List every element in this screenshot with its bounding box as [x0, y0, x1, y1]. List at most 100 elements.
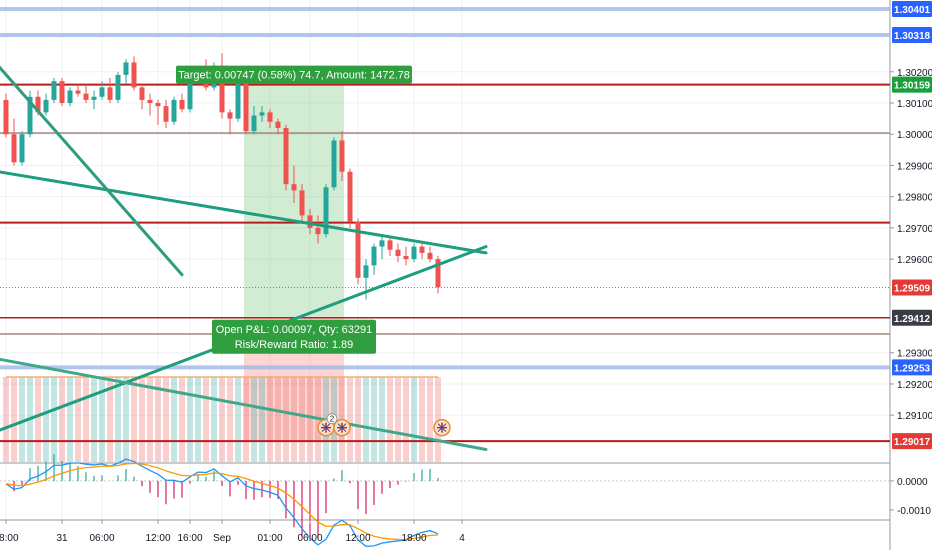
candle-body: [171, 99, 177, 122]
candle: [171, 96, 177, 125]
volume-bar: [187, 377, 193, 462]
position-target-label: Target: 0.00747 (0.58%) 74.7, Amount: 14…: [176, 65, 412, 84]
event-marker[interactable]: 2: [317, 413, 338, 437]
candle-body: [363, 265, 369, 278]
time-tick-label: 06:00: [297, 533, 322, 544]
candle-body: [219, 65, 225, 113]
trend-line[interactable]: [0, 170, 488, 255]
candle: [179, 93, 185, 113]
flag-diag-2: [437, 423, 447, 433]
candle-body: [379, 240, 385, 247]
volume-bar: [363, 377, 369, 462]
volume-bar: [83, 377, 89, 462]
candle: [11, 118, 17, 166]
oscillator-macd-line: [5, 458, 439, 547]
volume-bar: [11, 377, 17, 462]
price-tag[interactable]: 1.29412: [892, 309, 932, 326]
price-tag[interactable]: 1.30318: [892, 26, 932, 43]
candle-body: [3, 99, 9, 135]
candle: [275, 118, 281, 135]
time-axis[interactable]: 18:00 31 06:00 12:00 16:00 Sep 01:00 06:00 12:00…: [0, 520, 465, 544]
price-tag[interactable]: 1.30159: [892, 76, 932, 93]
trend-line[interactable]: [0, 357, 488, 452]
candle: [67, 87, 73, 107]
candle-body: [11, 134, 17, 163]
price-tick-label: 1.30200: [897, 68, 932, 79]
event-count-text: 2: [330, 415, 335, 424]
price-tag[interactable]: 1.30401: [892, 1, 932, 18]
candle: [99, 81, 105, 100]
position-target-label-bg: [176, 65, 412, 84]
price-tag[interactable]: 1.29509: [892, 279, 932, 296]
candle: [323, 184, 329, 238]
flag-diag-2: [321, 423, 331, 433]
candle-body: [251, 115, 257, 132]
volume-bar: [395, 377, 401, 462]
candle: [419, 243, 425, 260]
volume-bar: [355, 377, 361, 462]
candle-body: [155, 103, 161, 107]
volume-bar: [299, 377, 305, 462]
price-tag[interactable]: 1.29253: [892, 359, 932, 376]
candle: [267, 109, 273, 128]
candle: [411, 243, 417, 263]
candle: [59, 78, 65, 107]
candle-body: [27, 96, 33, 135]
event-marker[interactable]: [333, 418, 351, 437]
time-tick-label: 12:00: [145, 533, 170, 544]
price-tag-bg: [892, 359, 932, 376]
volume-bar: [251, 377, 257, 462]
candle-body: [339, 140, 345, 172]
candle-body: [331, 140, 337, 188]
candle-body: [283, 127, 289, 185]
price-tick-label: 1.29600: [897, 255, 932, 266]
candle: [395, 243, 401, 263]
time-tick-label: 12:00: [345, 533, 370, 544]
candle: [299, 184, 305, 222]
oscillator-tick-label: -0.0010: [897, 506, 931, 517]
volume-bar: [19, 377, 25, 462]
candle-body: [235, 74, 241, 119]
candle: [115, 71, 121, 104]
time-tick-label: 06:00: [89, 533, 114, 544]
price-tag-text: 1.29509: [894, 284, 931, 295]
volume-bar: [259, 377, 265, 462]
time-tick-label: 16:00: [177, 533, 202, 544]
candle: [251, 106, 257, 135]
candle: [435, 255, 441, 294]
volume-bar: [267, 377, 273, 462]
price-tag-text: 1.30318: [894, 31, 931, 42]
candle-body: [99, 87, 105, 97]
volume-bar: [307, 377, 313, 462]
candle-body: [179, 99, 185, 110]
price-tag-bg: [892, 76, 932, 93]
volume-bar: [171, 377, 177, 462]
candle-body: [187, 74, 193, 110]
candle-body: [67, 90, 73, 104]
volume-bar: [75, 377, 81, 462]
candle: [403, 246, 409, 266]
price-tag-bg: [892, 26, 932, 43]
candle: [315, 215, 321, 244]
volume-bar: [291, 377, 297, 462]
volume-bar: [211, 377, 217, 462]
price-tag-bg: [892, 279, 932, 296]
price-tag[interactable]: 1.29017: [892, 433, 932, 450]
position-target-text: Target: 0.00747 (0.58%) 74.7, Amount: 14…: [178, 70, 410, 82]
time-tick-label: 01:00: [257, 533, 282, 544]
volume-bar: [427, 377, 433, 462]
volume-bar: [371, 377, 377, 462]
volume-bar: [411, 377, 417, 462]
trend-line[interactable]: [0, 65, 184, 277]
price-tag-bg: [892, 1, 932, 18]
price-axis[interactable]: 1.30200 1.30100 1.30000 1.29900 1.29800 1.297…: [890, 68, 932, 517]
candle-body: [435, 259, 441, 288]
volume-bar: [115, 377, 121, 462]
volume-bar: [35, 377, 41, 462]
volume-bar: [379, 377, 385, 462]
volume-bar: [3, 377, 9, 462]
event-marker[interactable]: [433, 418, 451, 437]
candle: [283, 124, 289, 191]
candle-body: [123, 62, 129, 75]
